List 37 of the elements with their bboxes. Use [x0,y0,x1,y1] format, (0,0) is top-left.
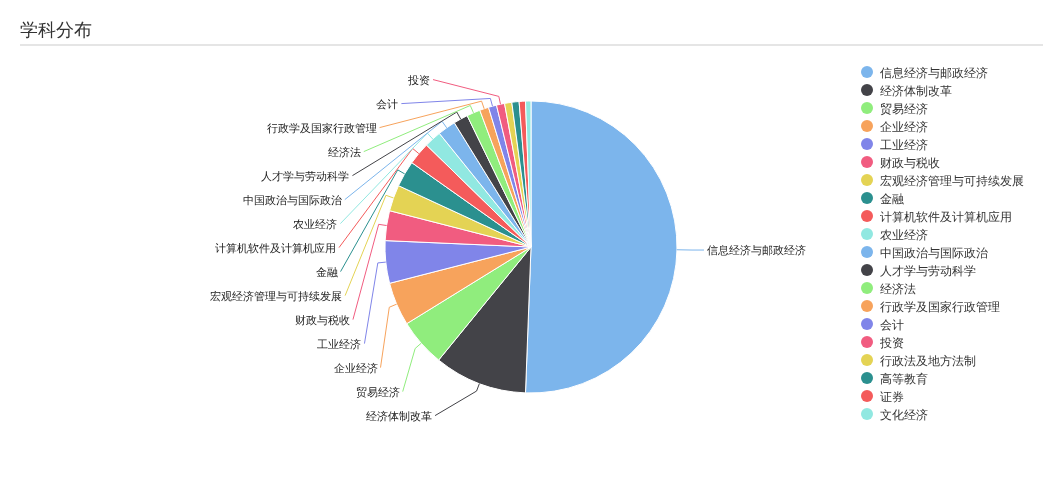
slice-label: 财政与税收 [294,313,350,327]
slice-label: 会计 [376,97,399,111]
slice-label: 信息经济与邮政经济 [706,244,806,258]
slice-label: 企业经济 [333,361,378,375]
slice-label: 经济体制改革 [366,409,433,423]
slice-label: 金融 [315,265,338,279]
slice-label: 经济法 [327,145,361,159]
slice-label: 贸易经济 [355,385,400,399]
legend-label: 计算机软件及计算机应用 [880,209,1012,224]
slice-label: 投资 [407,73,431,87]
slice-label: 农业经济 [293,217,338,231]
legend-label: 工业经济 [880,137,928,152]
legend-label: 经济体制改革 [880,83,952,98]
legend-label: 行政学及国家行政管理 [880,299,1000,314]
legend-label: 经济法 [880,281,916,296]
slice-label: 计算机软件及计算机应用 [215,241,336,255]
legend-label: 投资 [879,335,904,350]
slice-label: 中国政治与国际政治 [242,193,342,207]
legend-label: 行政法及地方法制 [880,353,976,368]
slice-label: 行政学及国家行政管理 [266,121,377,135]
legend-label: 中国政治与国际政治 [880,245,988,260]
legend-label: 证券 [880,389,904,404]
text: 学科分布 [20,19,92,40]
legend-label: 金融 [880,191,904,206]
legend-label: 会计 [880,317,904,332]
legend-label: 企业经济 [880,119,928,134]
slice-label: 人才学与劳动科学 [261,169,350,183]
legend-label: 文化经济 [880,407,928,422]
legend-label: 宏观经济管理与可持续发展 [880,173,1024,188]
legend-label: 财政与税收 [880,155,940,170]
slice-label: 宏观经济管理与可持续发展 [210,289,343,303]
legend-label: 农业经济 [880,227,928,242]
legend-label: 高等教育 [880,371,928,386]
legend-label: 信息经济与邮政经济 [880,65,988,80]
slice-label: 工业经济 [317,337,362,351]
legend-label: 贸易经济 [880,101,928,116]
legend-label: 人才学与劳动科学 [880,263,976,278]
